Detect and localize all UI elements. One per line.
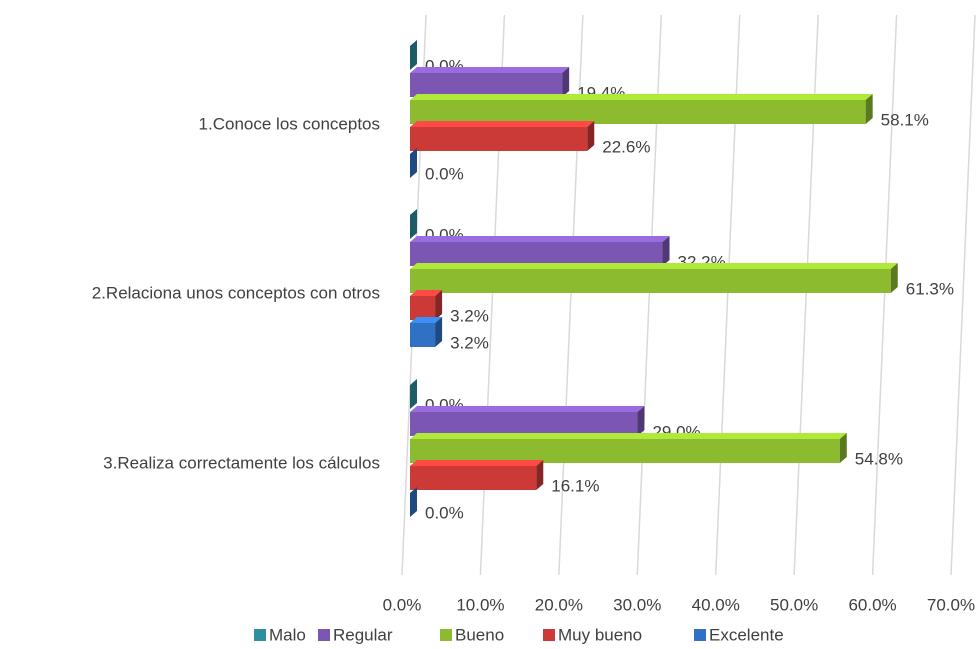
data-label: 58.1% <box>881 110 929 129</box>
data-label: 0.0% <box>425 503 464 522</box>
x-tick-label: 50.0% <box>770 595 818 614</box>
bar-face <box>410 100 866 124</box>
bar-face <box>410 236 670 242</box>
bar <box>410 121 595 151</box>
bar-face <box>410 412 638 436</box>
x-tick-label: 10.0% <box>456 595 504 614</box>
bar-face <box>410 67 570 73</box>
bar-face <box>410 433 847 439</box>
legend-label: Bueno <box>455 625 504 644</box>
bar-face <box>410 73 563 97</box>
bar-face <box>662 236 670 266</box>
bar-face <box>410 317 443 323</box>
legend-label: Malo <box>269 625 306 644</box>
legend-label: Muy bueno <box>558 625 642 644</box>
data-label: 61.3% <box>906 279 954 298</box>
bar <box>410 290 443 320</box>
category-label: 2.Relaciona unos conceptos con otros <box>92 283 380 302</box>
bar-face <box>410 487 417 517</box>
x-tick-label: 0.0% <box>383 595 422 614</box>
bar-face <box>410 406 645 412</box>
data-label: 0.0% <box>425 164 464 183</box>
legend-swatch <box>543 629 555 641</box>
data-label: 22.6% <box>602 137 650 156</box>
bar-face <box>410 269 891 293</box>
bar-face <box>839 433 847 463</box>
legend-swatch <box>694 629 706 641</box>
bar-face <box>865 94 873 124</box>
grid-line <box>950 14 976 576</box>
legend-swatch <box>440 629 452 641</box>
bar-face <box>890 263 898 293</box>
legend-swatch <box>254 629 266 641</box>
data-label: 54.8% <box>855 449 903 468</box>
bar-face <box>410 127 588 151</box>
bar <box>410 209 417 239</box>
x-tick-label: 60.0% <box>848 595 896 614</box>
bar-face <box>410 94 873 100</box>
legend-swatch <box>318 629 330 641</box>
legend-label: Regular <box>333 625 393 644</box>
legend-label: Excelente <box>709 625 784 644</box>
bar <box>410 487 417 517</box>
bar <box>410 236 670 266</box>
bar-face <box>637 406 645 436</box>
bar-face <box>410 242 663 266</box>
bar-face <box>410 40 417 70</box>
data-label: 3.2% <box>450 306 489 325</box>
bar-face <box>410 209 417 239</box>
bar-face <box>410 296 436 320</box>
bar <box>410 460 544 490</box>
bar-face <box>562 67 570 97</box>
bar <box>410 263 898 293</box>
bar-face <box>410 148 417 178</box>
bar-face <box>410 466 537 490</box>
bar <box>410 94 873 124</box>
bar-face <box>435 317 443 347</box>
x-tick-label: 70.0% <box>927 595 975 614</box>
bar <box>410 67 570 97</box>
bar <box>410 379 417 409</box>
bar-face <box>410 323 436 347</box>
x-tick-label: 30.0% <box>613 595 661 614</box>
bar <box>410 317 443 347</box>
bar-face <box>410 263 898 269</box>
bar <box>410 40 417 70</box>
category-label: 1.Conoce los conceptos <box>199 114 380 133</box>
bar-face <box>410 121 595 127</box>
data-label: 16.1% <box>551 476 599 495</box>
bar <box>410 406 645 436</box>
bar-face <box>410 439 840 463</box>
category-label: 3.Realiza correctamente los cálculos <box>103 453 380 472</box>
x-tick-label: 20.0% <box>535 595 583 614</box>
bar-face <box>435 290 443 320</box>
grid-line <box>871 14 898 576</box>
data-label: 3.2% <box>450 333 489 352</box>
bar-face <box>536 460 544 490</box>
bar-face <box>587 121 595 151</box>
bar-face <box>410 290 443 296</box>
bar <box>410 148 417 178</box>
bar-face <box>410 460 544 466</box>
bar-face <box>410 379 417 409</box>
bar <box>410 433 847 463</box>
x-tick-label: 40.0% <box>692 595 740 614</box>
